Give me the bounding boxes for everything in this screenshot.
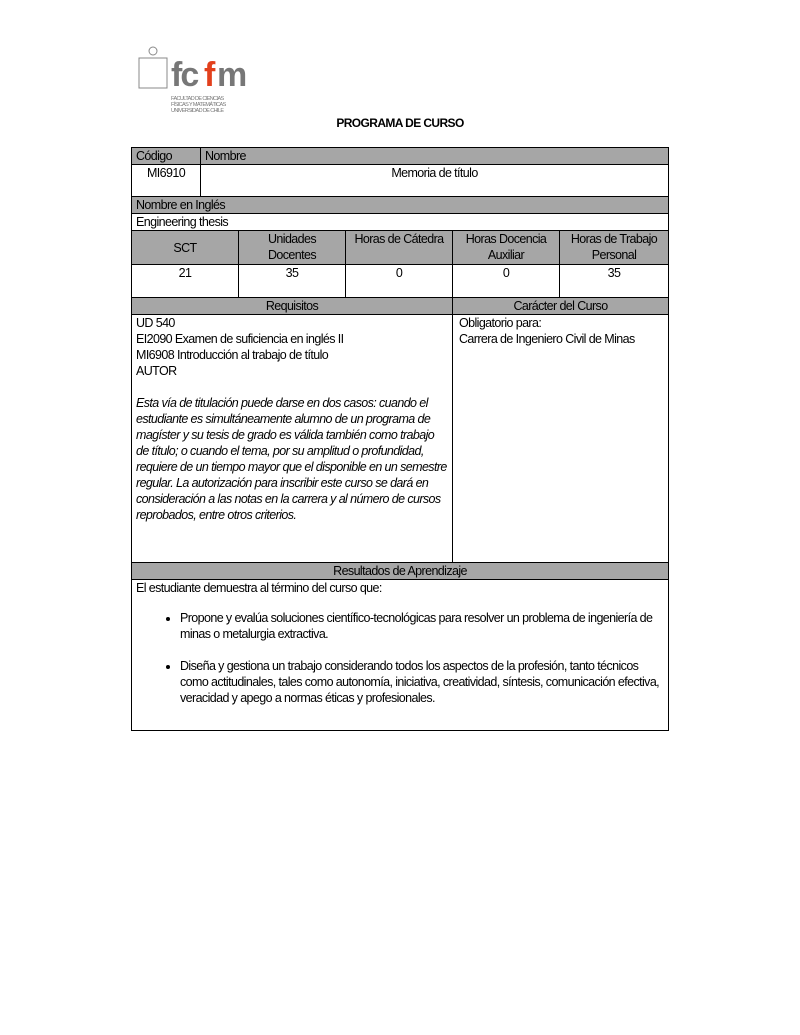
page-title: PROGRAMA DE CURSO [336,116,464,130]
col-value: 35 [238,264,346,298]
codigo-label: Código [131,147,201,165]
requisito: UD 540 [136,316,175,330]
resultados-intro: El estudiante demuestra al término del c… [136,581,382,595]
caracter-label: Carácter del Curso [451,297,670,315]
requisito: MI6908 Introducción al trabajo de título [136,348,329,362]
col-value: 0 [452,264,560,298]
col-header: Horas de Trabajo Personal [558,230,670,265]
svg-text:fc: fc [171,56,198,94]
svg-text:f: f [204,56,216,94]
ingles-value: Engineering thesis [130,213,670,231]
caracter-line: Carrera de Ingeniero Civil de Minas [459,332,635,346]
caracter-line: Obligatorio para: [459,316,542,330]
resultados-label: Resultados de Aprendizaje [130,562,670,580]
col-header: Horas de Cátedra [345,230,453,265]
course-table: Código Nombre MI6910 Memoria de título Nom… [130,147,670,731]
col-header: Unidades Docentes [238,230,346,265]
col-value: 35 [558,264,670,298]
svg-text:m: m [217,56,247,94]
codigo-value: MI6910 [131,164,201,197]
nombre-label: Nombre [199,147,670,165]
svg-text:UNIVERSIDAD DE CHILE: UNIVERSIDAD DE CHILE [171,108,224,114]
ingles-label: Nombre en Inglés [130,196,670,214]
resultados-cell: El estudiante demuestra al término del c… [130,579,670,731]
nombre-value: Memoria de título [199,164,670,197]
svg-text:FACULTAD DE CIENCIAS: FACULTAD DE CIENCIAS [171,96,225,102]
requisito: EI2090 Examen de suficiencia en inglés I… [136,332,344,346]
requisitos-cell: UD 540 EI2090 Examen de suficiencia en i… [131,314,453,563]
svg-text:FÍSICAS Y MATEMÁTICAS: FÍSICAS Y MATEMÁTICAS [171,101,227,108]
col-header: Horas Docencia Auxiliar [452,230,560,265]
caracter-cell: Obligatorio para: Carrera de Ingeniero C… [451,314,670,563]
requisitos-label: Requisitos [131,297,453,315]
requisitos-note: Esta vía de titulación puede darse en do… [136,396,447,522]
col-header: SCT [131,230,239,265]
resultado-item: Diseña y gestiona un trabajo considerand… [180,658,664,706]
col-value: 0 [345,264,453,298]
col-value: 21 [131,264,239,298]
resultado-item: Propone y evalúa soluciones científico-t… [180,610,664,642]
requisito: AUTOR [136,364,177,378]
fcfm-logo: fc f m FACULTAD DE CIENCIAS FÍSICAS Y MA… [138,46,247,114]
